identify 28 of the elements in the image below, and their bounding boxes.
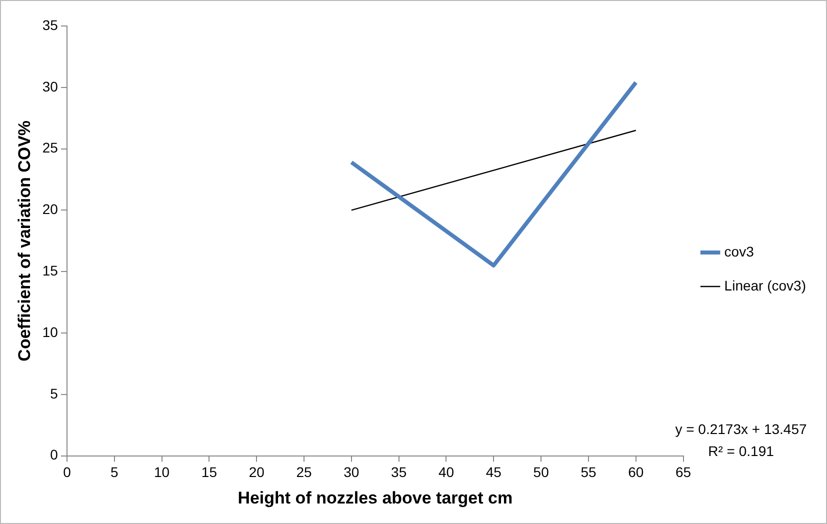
y-tick-label: 10 [42, 324, 58, 340]
annotation: y = 0.2173x + 13.457 [675, 420, 807, 437]
x-tick-label: 10 [154, 464, 170, 480]
x-tick-label: 35 [391, 464, 407, 480]
legend-label: Linear (cov3) [724, 277, 806, 294]
y-tick-label: 15 [42, 262, 58, 278]
x-tick-label: 45 [486, 464, 502, 480]
x-tick-label: 0 [63, 464, 72, 480]
x-tick-label: 25 [296, 464, 312, 480]
y-tick-label: 0 [50, 446, 58, 463]
x-tick-label: 65 [676, 464, 692, 480]
x-tick-label: 15 [201, 464, 218, 480]
y-tick-label: 35 [42, 16, 58, 33]
x-tick-label: 30 [344, 464, 360, 480]
y-axis-title: Coefficient of variation COV% [14, 120, 34, 362]
x-axis-title: Height of nozzles above target cm [238, 488, 513, 508]
x-tick-label: 20 [248, 464, 265, 480]
x-tick-label: 40 [438, 464, 454, 480]
y-tick-label: 20 [42, 201, 58, 218]
x-tick-label: 50 [533, 464, 550, 480]
y-tick-label: 30 [42, 78, 58, 94]
text: R² = 0.191 [708, 442, 774, 459]
x-tick-label: 55 [580, 464, 596, 480]
legend-label: cov3 [724, 243, 754, 260]
x-tick-label: 60 [628, 464, 644, 480]
y-tick-label: 25 [42, 140, 58, 156]
y-tick-label: 5 [50, 385, 58, 402]
x-tick-label: 5 [110, 464, 118, 480]
